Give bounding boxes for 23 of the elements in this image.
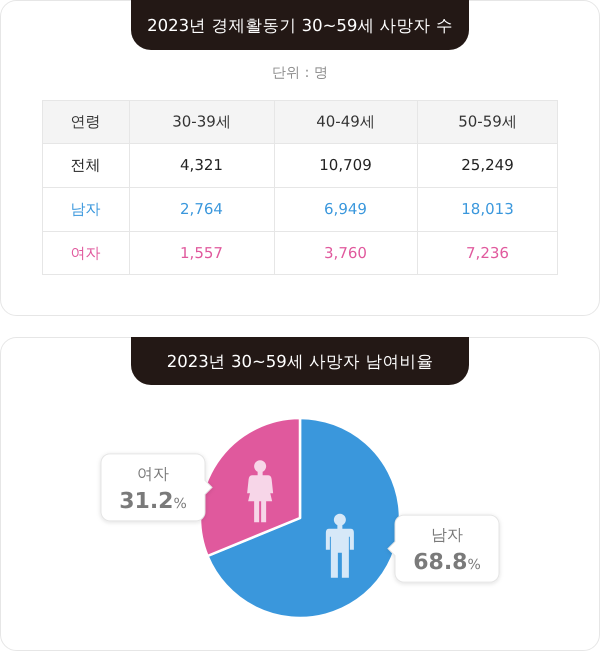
data-label: 31.2% [119,488,187,514]
x-tick-label: 40-49세 [316,112,375,130]
data-label: 1,557 [180,244,223,262]
chart-subtitle: 단위 : 명 [272,65,328,81]
slice-label: 남자 [431,525,463,544]
x-tick-label: 50-59세 [458,112,517,130]
x-tick-label: 30-39세 [172,112,231,130]
data-label: 4,321 [180,156,223,174]
data-label: 3,760 [324,244,367,262]
data-label: 7,236 [466,244,509,262]
x-axis-title: 연령 [70,112,100,130]
y-tick-label: 여자 [70,244,100,262]
data-label: 6,949 [324,200,367,218]
data-label: 18,013 [461,200,514,218]
chart-title: 2023년 경제활동기 30~59세 사망자 수 [147,16,453,35]
y-tick-label: 남자 [70,200,100,218]
data-label: 10,709 [319,156,372,174]
data-label: 25,249 [461,156,514,174]
data-label: 2,764 [180,200,223,218]
data-label: 68.8% [413,550,481,576]
y-tick-label: 전체 [70,156,100,174]
chart-title: 2023년 30~59세 사망자 남여비율 [166,352,434,371]
slice-label: 여자 [137,464,169,483]
